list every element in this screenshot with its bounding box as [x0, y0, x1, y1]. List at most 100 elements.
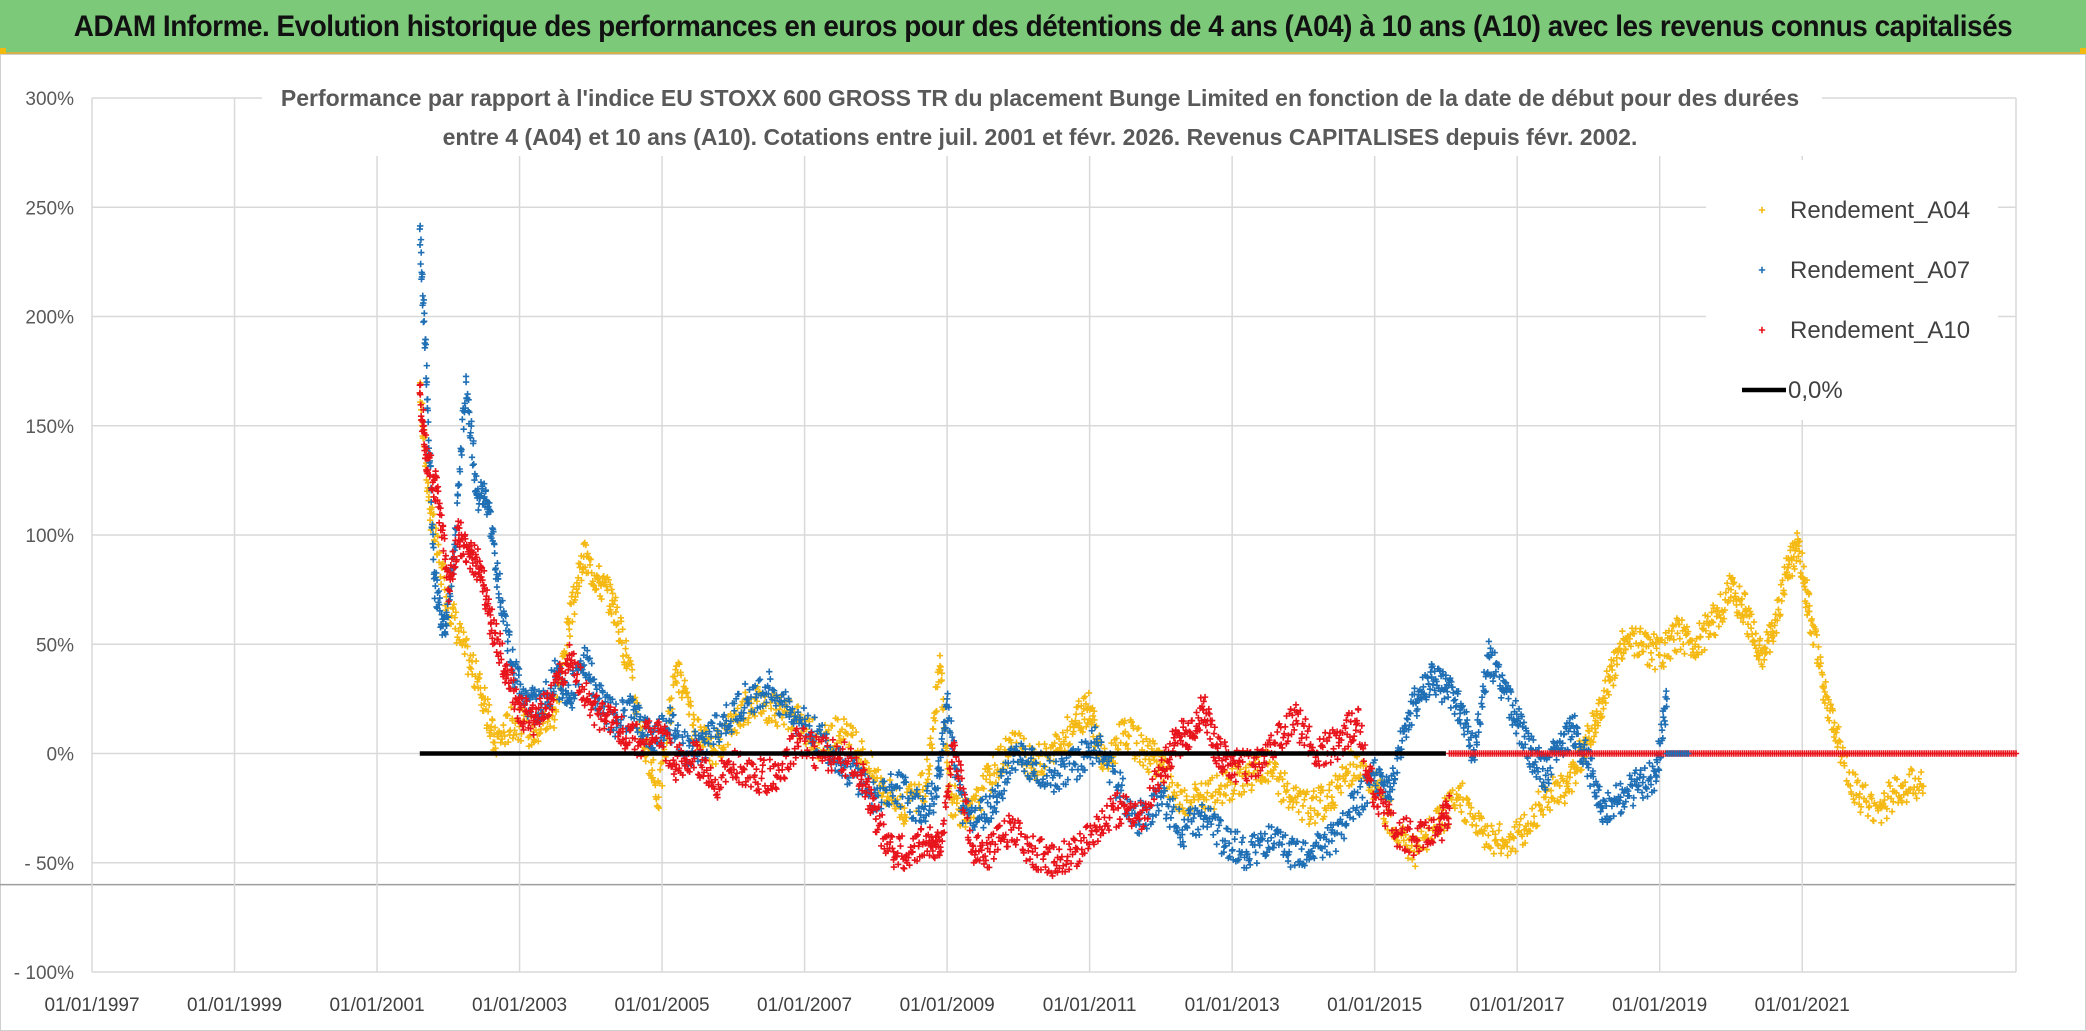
- x-tick-label: 01/01/2013: [1185, 995, 1280, 1016]
- scatter-mark-rendement-a04: [511, 727, 518, 734]
- scatter-mark-rendement-a04: [834, 716, 841, 723]
- scatter-mark-rendement-a04: [484, 708, 492, 715]
- scatter-mark-rendement-a04: [497, 739, 504, 746]
- scatter-mark-rendement-a04: [565, 626, 573, 633]
- scatter-mark-rendement-a07: [1553, 756, 1560, 764]
- scatter-mark-rendement-a07: [493, 583, 501, 591]
- scatter-mark-rendement-a04: [677, 671, 685, 679]
- scatter-mark-rendement-a10: [759, 761, 766, 769]
- scatter-mark-rendement-a04: [687, 702, 694, 710]
- scatter-mark-rendement-a04: [573, 579, 581, 587]
- scatter-mark-rendement-a04: [1604, 688, 1611, 695]
- scatter-mark-rendement-a07: [723, 701, 730, 709]
- scatter-mark-rendement-a07: [1267, 834, 1275, 841]
- scatter-mark-rendement-a04: [684, 694, 692, 701]
- scatter-mark-rendement-a04: [840, 715, 848, 723]
- scatter-mark-rendement-a07: [980, 824, 987, 831]
- scatter-mark-rendement-a04: [1059, 729, 1067, 736]
- scatter-mark-rendement-a04: [509, 735, 517, 742]
- grid-layer: [0, 97, 2017, 973]
- scatter-mark-rendement-a04: [587, 556, 595, 563]
- scatter-mark-rendement-a04: [1648, 656, 1656, 663]
- scatter-mark-rendement-a10: [758, 775, 765, 782]
- scatter-mark-rendement-a04: [1885, 779, 1892, 786]
- scatter-mark-rendement-a07: [470, 460, 477, 468]
- scatter-mark-rendement-a04: [485, 701, 493, 709]
- y-tick-label: 200%: [25, 308, 74, 329]
- scatter-mark-rendement-a07: [1660, 713, 1667, 721]
- scatter-mark-rendement-a04: [926, 770, 933, 778]
- y-tick-label: 250%: [25, 198, 74, 219]
- scatter-mark-rendement-a04: [1311, 819, 1319, 827]
- scatter-mark-rendement-a04: [655, 804, 663, 812]
- scatter-mark-rendement-a04: [562, 650, 570, 657]
- scatter-mark-rendement-a04: [476, 670, 484, 678]
- scatter-mark-rendement-a07: [468, 454, 476, 461]
- scatter-mark-rendement-a04: [600, 573, 607, 580]
- scatter-mark-rendement-a10: [1015, 824, 1023, 832]
- scatter-mark-rendement-a07: [1460, 731, 1468, 738]
- x-tick-label: 01/01/2019: [1612, 995, 1707, 1016]
- scatter-mark-rendement-a04: [1081, 693, 1089, 700]
- scatter-mark-rendement-a04: [1619, 655, 1626, 663]
- data-point-rendement-a07: [462, 378, 470, 386]
- scatter-mark-rendement-a04: [974, 786, 982, 794]
- scatter-mark-rendement-a04: [1647, 649, 1655, 656]
- scatter-mark-rendement-a04: [1473, 822, 1480, 829]
- scatter-mark-rendement-a04: [845, 741, 853, 748]
- scatter-mark-rendement-a04: [1299, 802, 1307, 810]
- scatter-mark-rendement-a04: [683, 689, 691, 696]
- scatter-mark-rendement-a04: [507, 704, 515, 711]
- scatter-mark-rendement-a04: [1919, 789, 1926, 797]
- scatter-mark-rendement-a04: [484, 695, 491, 703]
- scatter-mark-rendement-a04: [618, 639, 626, 646]
- scatter-mark-rendement-a04: [676, 660, 683, 668]
- scatter-mark-rendement-a07: [1106, 779, 1113, 786]
- scatter-mark-rendement-a04: [992, 779, 1000, 786]
- scatter-mark-rendement-a04: [1056, 744, 1063, 752]
- scatter-mark-rendement-a10: [1116, 815, 1124, 823]
- scatter-mark-rendement-a04: [1088, 721, 1095, 728]
- series-rendement-a04: [416, 379, 1927, 870]
- scatter-mark-rendement-a04: [546, 723, 554, 730]
- scatter-mark-rendement-a04: [581, 563, 589, 571]
- scatter-mark-rendement-a04: [878, 793, 886, 800]
- scatter-mark-rendement-a04: [903, 814, 910, 821]
- scatter-mark-rendement-a04: [1204, 789, 1211, 796]
- scatter-mark-rendement-a04: [936, 652, 944, 659]
- scatter-mark-rendement-a07: [1229, 846, 1236, 854]
- scatter-mark-rendement-a04: [1078, 710, 1086, 717]
- scatter-mark-rendement-a04: [1653, 645, 1660, 652]
- scatter-mark-rendement-a04: [1839, 744, 1846, 751]
- scatter-mark-rendement-a04: [504, 712, 511, 719]
- scatter-mark-rendement-a07: [1167, 814, 1175, 822]
- scatter-mark-rendement-a04: [622, 645, 629, 652]
- scatter-mark-rendement-a07: [424, 396, 431, 403]
- scatter-mark-rendement-a04: [1275, 790, 1282, 797]
- scatter-mark-rendement-a04: [840, 735, 847, 743]
- scatter-mark-rendement-a04: [606, 581, 614, 588]
- scatter-mark-rendement-a07: [462, 373, 470, 380]
- scatter-mark-rendement-a04: [924, 776, 932, 783]
- scatter-mark-rendement-a04: [1883, 815, 1890, 822]
- scatter-mark-rendement-a10: [1004, 843, 1011, 850]
- scatter-mark-rendement-a04: [737, 722, 744, 730]
- scatter-mark-rendement-a07: [542, 678, 550, 686]
- scatter-mark-rendement-a04: [1295, 808, 1302, 816]
- scatter-mark-rendement-a04: [740, 721, 747, 729]
- scatter-mark-rendement-a04: [552, 708, 560, 715]
- scatter-mark-rendement-a04: [1135, 724, 1142, 732]
- scatter-mark-rendement-a04: [1880, 789, 1888, 797]
- x-tick-label: 01/01/2011: [1043, 995, 1137, 1016]
- scatter-mark-rendement-a10: [480, 581, 488, 589]
- scatter-mark-rendement-a04: [1485, 832, 1492, 839]
- scatter-mark-rendement-a07: [1478, 700, 1485, 707]
- scatter-mark-rendement-a04: [1080, 705, 1088, 713]
- scatter-mark-rendement-a04: [982, 776, 990, 783]
- scatter-mark-rendement-a07: [1394, 755, 1401, 762]
- scatter-mark-rendement-a04: [457, 624, 465, 631]
- scatter-mark-rendement-a04: [734, 705, 741, 712]
- scatter-mark-rendement-a04: [1002, 735, 1009, 742]
- x-tick-label: 01/01/2017: [1470, 995, 1565, 1016]
